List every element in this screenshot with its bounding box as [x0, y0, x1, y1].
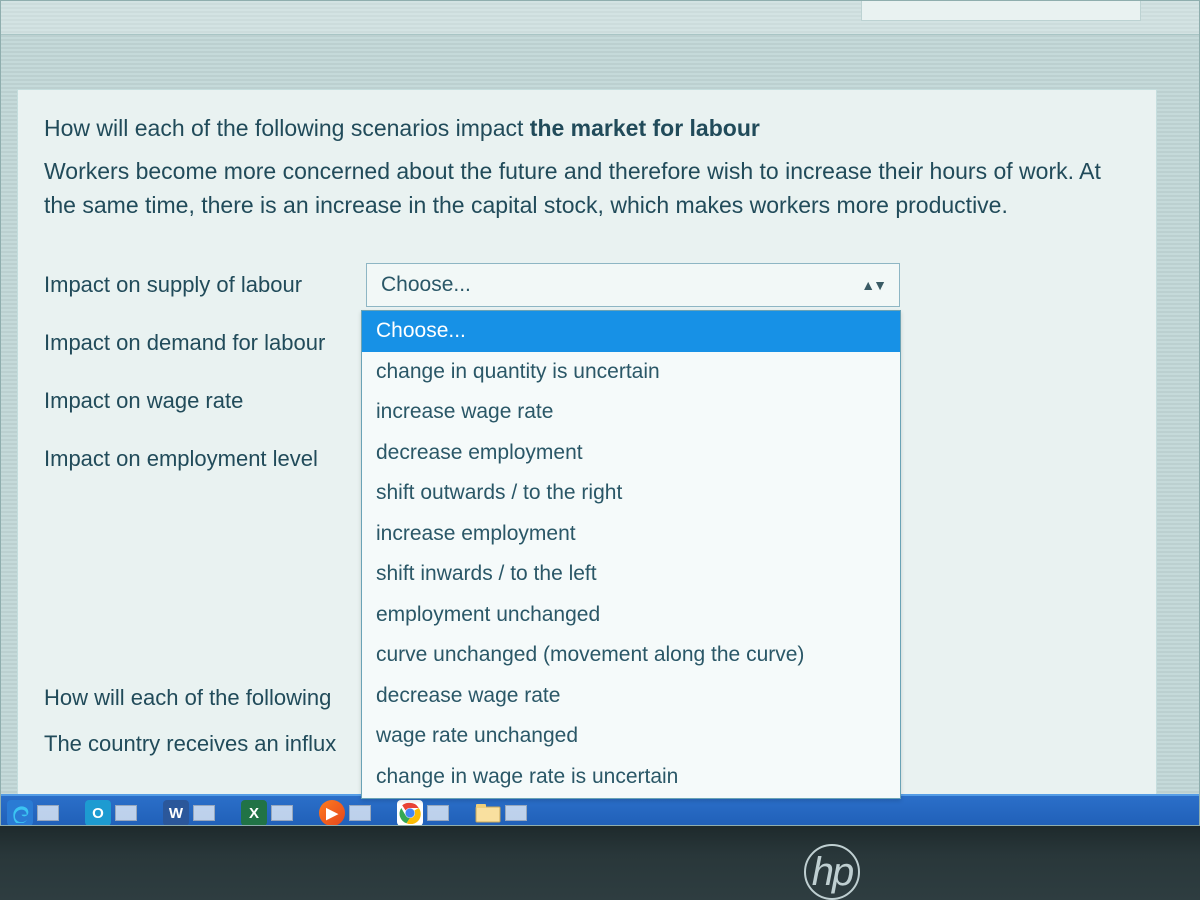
screen-area: How will each of the following scenarios…: [0, 0, 1200, 826]
taskbar-thumb: [349, 805, 371, 821]
question-scenario: Workers become more concerned about the …: [44, 155, 1130, 222]
hp-logo-text: hp: [812, 850, 853, 895]
select-supply[interactable]: Choose... ▲▼: [366, 263, 900, 307]
taskbar-thumb: [37, 805, 59, 821]
dropdown-option[interactable]: wage rate unchanged: [362, 716, 900, 757]
select-value: Choose...: [381, 273, 471, 297]
question-prompt-bold: the market for labour: [530, 115, 760, 141]
word-icon[interactable]: W: [163, 799, 221, 826]
outlook-icon[interactable]: O: [85, 799, 143, 826]
taskbar-thumb: [427, 805, 449, 821]
dropdown-option[interactable]: decrease employment: [362, 433, 900, 474]
windows-taskbar[interactable]: O W X ▶: [1, 794, 1200, 826]
row-label: Impact on employment level: [44, 446, 366, 472]
explorer-icon-glyph: [475, 800, 501, 826]
row-label: Impact on wage rate: [44, 388, 366, 414]
dropdown-option[interactable]: decrease wage rate: [362, 676, 900, 717]
taskbar-thumb: [193, 805, 215, 821]
word-icon-glyph: W: [163, 800, 189, 826]
dropdown-option[interactable]: curve unchanged (movement along the curv…: [362, 635, 900, 676]
chrome-icon[interactable]: [397, 799, 455, 826]
dropdown-list-open[interactable]: Choose...change in quantity is uncertain…: [361, 310, 901, 799]
outlook-icon-glyph: O: [85, 800, 111, 826]
row-supply: Impact on supply of labour Choose... ▲▼: [44, 256, 1130, 314]
select-arrows-icon: ▲▼: [861, 277, 885, 293]
media-icon[interactable]: ▶: [319, 799, 377, 826]
row-label: Impact on supply of labour: [44, 272, 366, 298]
taskbar-thumb: [271, 805, 293, 821]
laptop-bezel: [0, 826, 1200, 900]
taskbar-thumb: [115, 805, 137, 821]
dropdown-option[interactable]: change in quantity is uncertain: [362, 352, 900, 393]
edge-icon[interactable]: [7, 799, 65, 826]
chrome-icon-glyph: [397, 800, 423, 826]
media-icon-glyph: ▶: [319, 800, 345, 826]
dropdown-option[interactable]: increase wage rate: [362, 392, 900, 433]
hp-logo: hp: [804, 844, 860, 900]
dropdown-option[interactable]: employment unchanged: [362, 595, 900, 636]
dropdown-option[interactable]: change in wage rate is uncertain: [362, 757, 900, 798]
explorer-icon[interactable]: [475, 799, 533, 826]
top-right-panel: [861, 0, 1141, 21]
dropdown-option[interactable]: shift inwards / to the left: [362, 554, 900, 595]
excel-icon[interactable]: X: [241, 799, 299, 826]
dropdown-option[interactable]: Choose...: [362, 311, 900, 352]
hp-logo-circle: hp: [804, 844, 860, 900]
excel-icon-glyph: X: [241, 800, 267, 826]
dropdown-option[interactable]: shift outwards / to the right: [362, 473, 900, 514]
edge-icon-glyph: [7, 800, 33, 826]
dropdown-option[interactable]: increase employment: [362, 514, 900, 555]
row-label: Impact on demand for labour: [44, 330, 366, 356]
question-prompt: How will each of the following scenarios…: [44, 112, 1130, 145]
taskbar-thumb: [505, 805, 527, 821]
question-prompt-text: How will each of the following scenarios…: [44, 115, 530, 141]
